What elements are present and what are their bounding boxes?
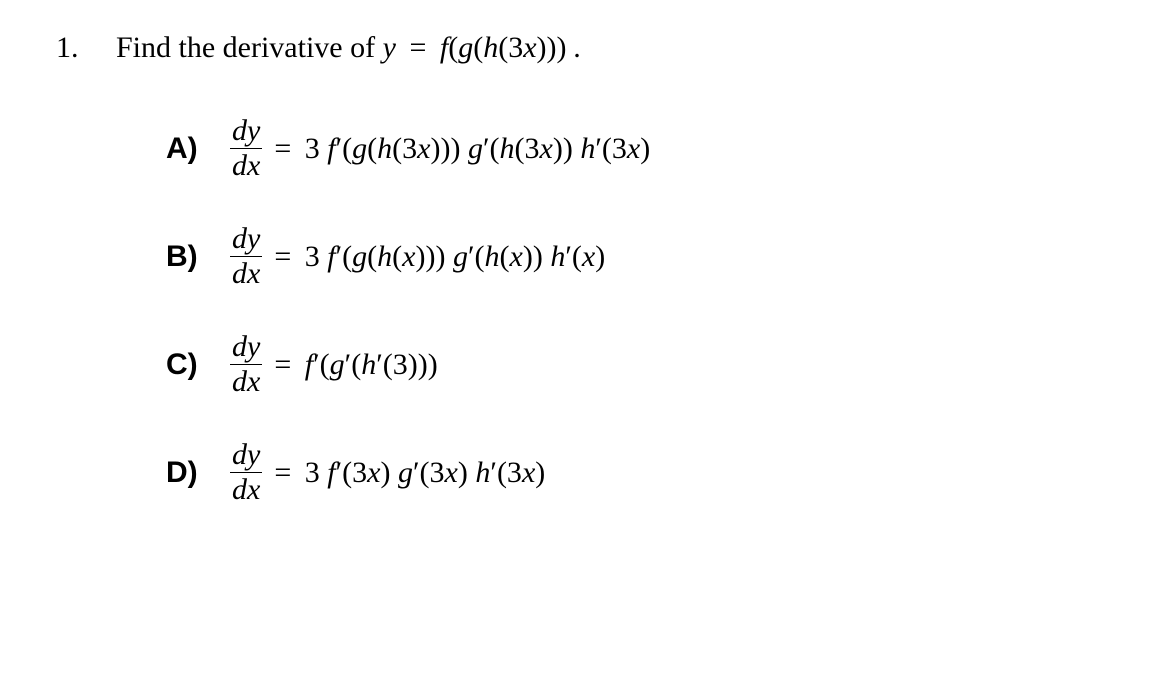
fraction-numerator: dy: [230, 331, 262, 364]
answer-label-a: A): [166, 129, 230, 168]
answer-expression-d: = 3 f′(3x) g′(3x) h′(3x): [268, 453, 545, 492]
answer-expression-c: = f′(g′(h′(3))): [268, 345, 437, 384]
answer-row: B) dy dx = 3 f′(g(h(x))) g′(h(x)) h′(x): [166, 223, 1122, 289]
fraction-denominator: dx: [230, 256, 262, 290]
page: 1. Find the derivative of y = f(g(h(3x))…: [0, 0, 1162, 587]
fraction-dy-dx: dy dx: [230, 439, 262, 505]
fraction-denominator: dx: [230, 472, 262, 506]
answer-row: D) dy dx = 3 f′(3x) g′(3x) h′(3x): [166, 439, 1122, 505]
fraction-denominator: dx: [230, 148, 262, 182]
fraction-numerator: dy: [230, 223, 262, 256]
answer-row: C) dy dx = f′(g′(h′(3))): [166, 331, 1122, 397]
fraction-dy-dx: dy dx: [230, 223, 262, 289]
fraction-dy-dx: dy dx: [230, 331, 262, 397]
prompt-prefix: Find the derivative of: [116, 31, 383, 64]
answer-expression-a: = 3 f′(g(h(3x))) g′(h(3x)) h′(3x): [268, 129, 650, 168]
answers-block: A) dy dx = 3 f′(g(h(3x))) g′(h(3x)) h′(3…: [166, 115, 1122, 505]
answer-expression-b: = 3 f′(g(h(x))) g′(h(x)) h′(x): [268, 237, 605, 276]
answer-label-b: B): [166, 237, 230, 276]
answer-row: A) dy dx = 3 f′(g(h(3x))) g′(h(3x)) h′(3…: [166, 115, 1122, 181]
question-row: 1. Find the derivative of y = f(g(h(3x))…: [56, 28, 1122, 67]
fraction-denominator: dx: [230, 364, 262, 398]
answer-label-c: C): [166, 345, 230, 384]
fraction-numerator: dy: [230, 439, 262, 472]
question-prompt: Find the derivative of y = f(g(h(3x))) .: [116, 28, 582, 67]
fraction-dy-dx: dy dx: [230, 115, 262, 181]
answer-label-d: D): [166, 453, 230, 492]
question-number: 1.: [56, 28, 88, 67]
prompt-expression: y = f(g(h(3x))) .: [383, 31, 582, 64]
fraction-numerator: dy: [230, 115, 262, 148]
